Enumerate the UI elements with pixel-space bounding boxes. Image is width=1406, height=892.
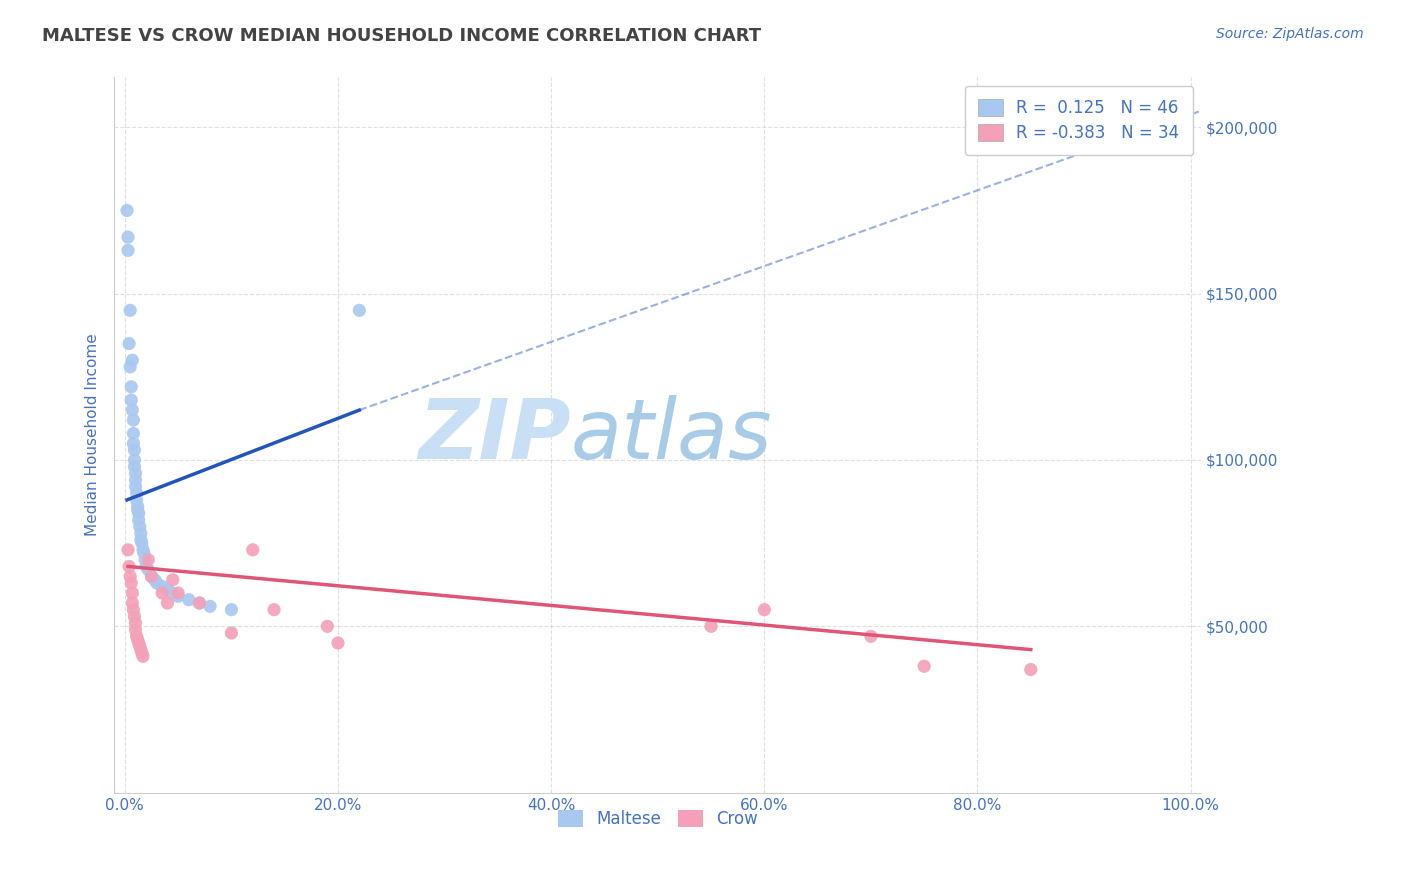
- Point: [135, 559, 157, 574]
- Point: [124, 623, 146, 637]
- Point: [125, 486, 148, 500]
- Point: [156, 582, 179, 597]
- Point: [131, 646, 153, 660]
- Point: [754, 603, 776, 617]
- Point: [127, 500, 149, 514]
- Point: [122, 426, 145, 441]
- Point: [700, 619, 723, 633]
- Point: [859, 629, 882, 643]
- Legend: Maltese, Crow: Maltese, Crow: [551, 803, 765, 834]
- Point: [316, 619, 339, 633]
- Point: [349, 303, 371, 318]
- Point: [263, 603, 285, 617]
- Y-axis label: Median Household Income: Median Household Income: [86, 334, 100, 536]
- Point: [242, 542, 264, 557]
- Point: [188, 596, 211, 610]
- Point: [122, 413, 145, 427]
- Point: [128, 506, 150, 520]
- Point: [167, 586, 190, 600]
- Text: MALTESE VS CROW MEDIAN HOUSEHOLD INCOME CORRELATION CHART: MALTESE VS CROW MEDIAN HOUSEHOLD INCOME …: [42, 27, 761, 45]
- Point: [128, 640, 150, 654]
- Point: [120, 380, 142, 394]
- Point: [120, 303, 142, 318]
- Point: [156, 596, 179, 610]
- Point: [143, 573, 166, 587]
- Point: [124, 615, 146, 630]
- Point: [129, 642, 152, 657]
- Point: [117, 230, 139, 244]
- Point: [128, 513, 150, 527]
- Point: [120, 569, 142, 583]
- Point: [1019, 663, 1042, 677]
- Point: [129, 533, 152, 547]
- Point: [128, 636, 150, 650]
- Point: [129, 526, 152, 541]
- Point: [115, 203, 138, 218]
- Point: [146, 576, 169, 591]
- Point: [162, 573, 184, 587]
- Point: [132, 546, 155, 560]
- Point: [118, 336, 141, 351]
- Point: [326, 636, 349, 650]
- Point: [124, 443, 146, 458]
- Point: [124, 480, 146, 494]
- Point: [221, 626, 243, 640]
- Point: [221, 603, 243, 617]
- Point: [121, 586, 143, 600]
- Point: [150, 586, 173, 600]
- Point: [128, 519, 150, 533]
- Point: [122, 436, 145, 450]
- Point: [912, 659, 935, 673]
- Point: [127, 503, 149, 517]
- Point: [121, 403, 143, 417]
- Point: [125, 492, 148, 507]
- Text: ZIP: ZIP: [418, 394, 571, 475]
- Point: [120, 393, 142, 408]
- Point: [136, 553, 159, 567]
- Point: [124, 459, 146, 474]
- Point: [120, 576, 142, 591]
- Point: [122, 603, 145, 617]
- Point: [141, 569, 163, 583]
- Text: atlas: atlas: [571, 394, 772, 475]
- Point: [188, 596, 211, 610]
- Point: [121, 353, 143, 368]
- Point: [124, 453, 146, 467]
- Point: [141, 569, 163, 583]
- Point: [136, 563, 159, 577]
- Point: [132, 542, 155, 557]
- Point: [198, 599, 221, 614]
- Point: [124, 473, 146, 487]
- Point: [124, 467, 146, 481]
- Point: [127, 632, 149, 647]
- Point: [167, 590, 190, 604]
- Point: [121, 596, 143, 610]
- Point: [117, 542, 139, 557]
- Point: [162, 586, 184, 600]
- Point: [134, 553, 156, 567]
- Point: [124, 609, 146, 624]
- Point: [120, 359, 142, 374]
- Point: [117, 244, 139, 258]
- Point: [177, 592, 200, 607]
- Point: [132, 649, 155, 664]
- Point: [125, 629, 148, 643]
- Point: [131, 536, 153, 550]
- Point: [118, 559, 141, 574]
- Text: Source: ZipAtlas.com: Source: ZipAtlas.com: [1216, 27, 1364, 41]
- Point: [150, 579, 173, 593]
